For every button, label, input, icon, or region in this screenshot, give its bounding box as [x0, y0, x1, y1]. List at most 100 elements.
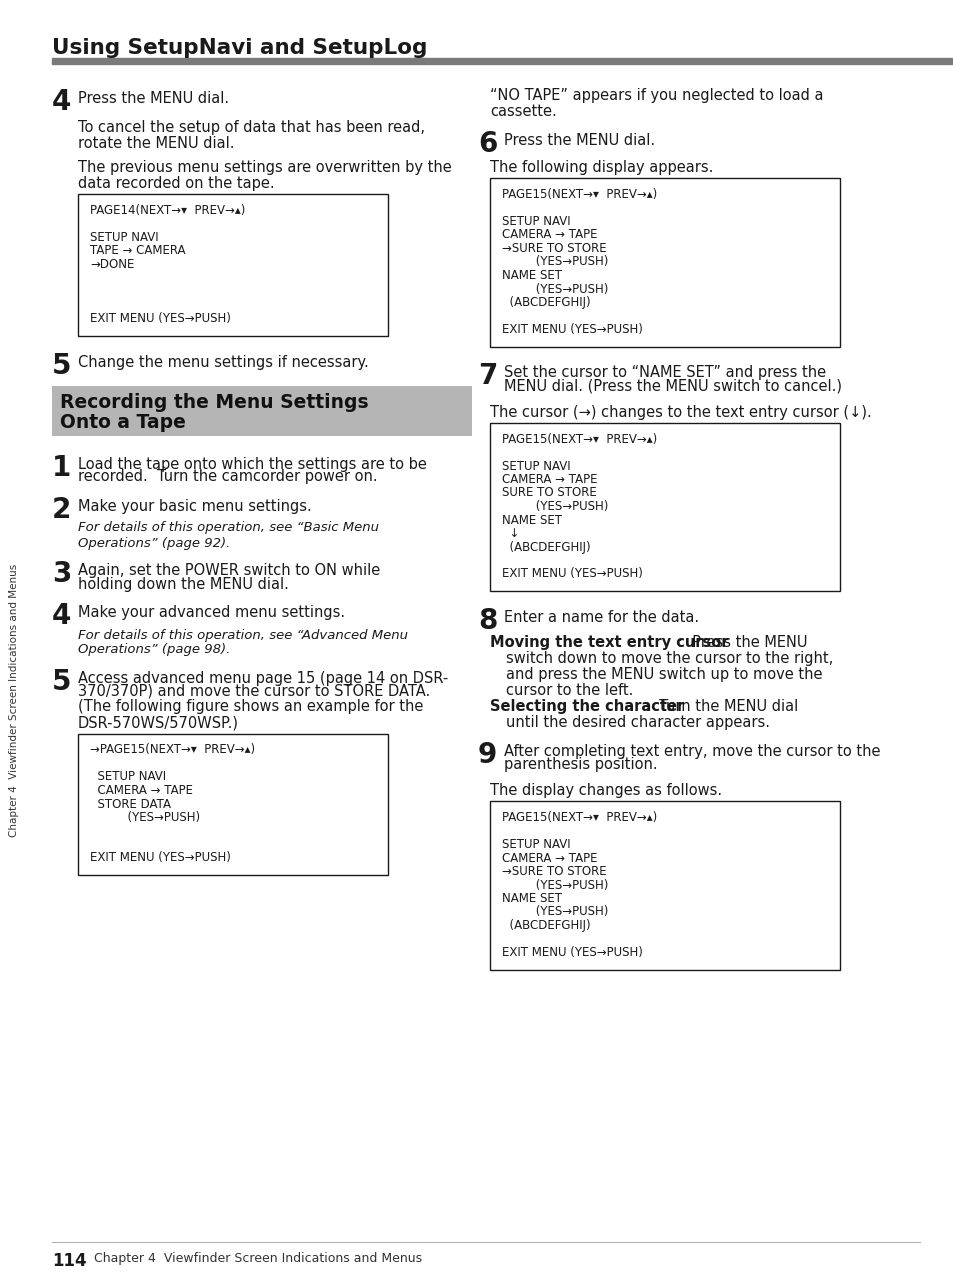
Text: SETUP NAVI: SETUP NAVI	[501, 215, 570, 228]
Text: cursor to the left.: cursor to the left.	[505, 683, 633, 698]
Text: :  Press the MENU: : Press the MENU	[678, 634, 806, 650]
Text: CAMERA → TAPE: CAMERA → TAPE	[501, 228, 597, 242]
Text: (YES→PUSH): (YES→PUSH)	[501, 499, 608, 513]
Text: parenthesis position.: parenthesis position.	[503, 757, 657, 772]
Text: 7: 7	[477, 363, 497, 391]
Text: →SURE TO STORE: →SURE TO STORE	[501, 865, 606, 878]
Text: SETUP NAVI: SETUP NAVI	[90, 231, 158, 245]
Text: 9: 9	[477, 741, 497, 769]
Text: EXIT MENU (YES→PUSH): EXIT MENU (YES→PUSH)	[501, 567, 642, 581]
Text: cassette.: cassette.	[490, 104, 557, 118]
Text: SETUP NAVI: SETUP NAVI	[501, 838, 570, 851]
Text: 3: 3	[52, 561, 71, 589]
Text: 370/370P) and move the cursor to STORE DATA.: 370/370P) and move the cursor to STORE D…	[78, 683, 430, 698]
Text: Chapter 4  Viewfinder Screen Indications and Menus: Chapter 4 Viewfinder Screen Indications …	[94, 1252, 421, 1265]
Text: Recording the Menu Settings: Recording the Menu Settings	[60, 394, 368, 413]
Text: Enter a name for the data.: Enter a name for the data.	[503, 610, 699, 626]
Text: 5: 5	[52, 668, 71, 696]
Bar	[52, 386, 472, 436]
Text: DSR-570WS/570WSP.): DSR-570WS/570WSP.)	[78, 716, 239, 730]
Text: holding down the MENU dial.: holding down the MENU dial.	[78, 577, 289, 591]
Text: PAGE15(NEXT→▾  PREV→▴): PAGE15(NEXT→▾ PREV→▴)	[501, 189, 657, 201]
Text: Make your advanced menu settings.: Make your advanced menu settings.	[78, 605, 345, 620]
Text: Change the menu settings if necessary.: Change the menu settings if necessary.	[78, 354, 369, 369]
Text: →PAGE15(NEXT→▾  PREV→▴): →PAGE15(NEXT→▾ PREV→▴)	[90, 744, 254, 757]
Text: Access advanced menu page 15 (page 14 on DSR-: Access advanced menu page 15 (page 14 on…	[78, 670, 448, 685]
Text: SURE TO STORE: SURE TO STORE	[501, 487, 597, 499]
Text: 1: 1	[52, 454, 71, 482]
Text: Again, set the POWER switch to ON while: Again, set the POWER switch to ON while	[78, 563, 380, 578]
Text: 2: 2	[52, 496, 71, 524]
Text: (ABCDEFGHIJ): (ABCDEFGHIJ)	[501, 540, 590, 553]
Text: Operations” (page 92).: Operations” (page 92).	[78, 536, 230, 549]
Text: 4: 4	[52, 603, 71, 631]
Bar	[490, 178, 840, 347]
Text: →SURE TO STORE: →SURE TO STORE	[501, 242, 606, 255]
Text: (The following figure shows an example for the: (The following figure shows an example f…	[78, 699, 423, 715]
Text: Press the MENU dial.: Press the MENU dial.	[78, 90, 229, 106]
Text: CAMERA → TAPE: CAMERA → TAPE	[501, 851, 597, 865]
Text: The following display appears.: The following display appears.	[490, 161, 713, 175]
Bar	[490, 423, 840, 591]
Text: CAMERA → TAPE: CAMERA → TAPE	[501, 473, 597, 485]
Text: (YES→PUSH): (YES→PUSH)	[501, 256, 608, 269]
Text: (ABCDEFGHIJ): (ABCDEFGHIJ)	[501, 296, 590, 310]
Text: 4: 4	[52, 88, 71, 116]
Text: Using SetupNavi and SetupLog: Using SetupNavi and SetupLog	[52, 38, 427, 59]
Text: After completing text entry, move the cursor to the: After completing text entry, move the cu…	[503, 744, 880, 759]
Text: EXIT MENU (YES→PUSH): EXIT MENU (YES→PUSH)	[90, 851, 231, 865]
Text: “NO TAPE” appears if you neglected to load a: “NO TAPE” appears if you neglected to lo…	[490, 88, 822, 103]
Bar	[78, 194, 388, 335]
Text: NAME SET: NAME SET	[501, 892, 561, 905]
Text: Onto a Tape: Onto a Tape	[60, 414, 186, 432]
Text: EXIT MENU (YES→PUSH): EXIT MENU (YES→PUSH)	[501, 324, 642, 336]
Text: Selecting the character: Selecting the character	[490, 699, 683, 713]
Text: rotate the MENU dial.: rotate the MENU dial.	[78, 136, 234, 152]
Text: 6: 6	[477, 130, 497, 158]
Text: STORE DATA: STORE DATA	[90, 798, 171, 810]
Text: The previous menu settings are overwritten by the: The previous menu settings are overwritt…	[78, 161, 452, 175]
Text: Load the tape onto which the settings are to be: Load the tape onto which the settings ar…	[78, 456, 426, 471]
Text: →DONE: →DONE	[90, 259, 134, 271]
Bar	[78, 734, 388, 875]
Text: data recorded on the tape.: data recorded on the tape.	[78, 176, 274, 191]
Text: For details of this operation, see “Basic Menu: For details of this operation, see “Basi…	[78, 521, 378, 535]
Text: Chapter 4  Viewfinder Screen Indications and Menus: Chapter 4 Viewfinder Screen Indications …	[9, 563, 19, 837]
Text: Set the cursor to “NAME SET” and press the: Set the cursor to “NAME SET” and press t…	[503, 366, 825, 381]
Text: (YES→PUSH): (YES→PUSH)	[90, 812, 200, 824]
Text: (YES→PUSH): (YES→PUSH)	[501, 283, 608, 296]
Text: :  Turn the MENU dial: : Turn the MENU dial	[644, 699, 798, 713]
Text: SETUP NAVI: SETUP NAVI	[501, 460, 570, 473]
Text: EXIT MENU (YES→PUSH): EXIT MENU (YES→PUSH)	[90, 312, 231, 325]
Text: PAGE15(NEXT→▾  PREV→▴): PAGE15(NEXT→▾ PREV→▴)	[501, 812, 657, 824]
Text: 5: 5	[52, 352, 71, 380]
Text: Press the MENU dial.: Press the MENU dial.	[503, 132, 655, 148]
Text: The cursor (→) changes to the text entry cursor (↓).: The cursor (→) changes to the text entry…	[490, 405, 871, 419]
Text: NAME SET: NAME SET	[501, 269, 561, 282]
Text: Moving the text entry cursor: Moving the text entry cursor	[490, 634, 728, 650]
Text: For details of this operation, see “Advanced Menu: For details of this operation, see “Adva…	[78, 628, 408, 642]
Text: switch down to move the cursor to the right,: switch down to move the cursor to the ri…	[505, 651, 832, 666]
Text: MENU dial. (Press the MENU switch to cancel.): MENU dial. (Press the MENU switch to can…	[503, 378, 841, 394]
Text: recorded.  Turn the camcorder power on.: recorded. Turn the camcorder power on.	[78, 470, 377, 484]
Bar	[52, 59, 951, 64]
Text: NAME SET: NAME SET	[501, 513, 561, 526]
Text: PAGE15(NEXT→▾  PREV→▴): PAGE15(NEXT→▾ PREV→▴)	[501, 432, 657, 446]
Text: The display changes as follows.: The display changes as follows.	[490, 784, 721, 798]
Text: CAMERA → TAPE: CAMERA → TAPE	[90, 784, 193, 798]
Text: (ABCDEFGHIJ): (ABCDEFGHIJ)	[501, 919, 590, 933]
Text: To cancel the setup of data that has been read,: To cancel the setup of data that has bee…	[78, 120, 424, 135]
Text: SETUP NAVI: SETUP NAVI	[90, 771, 166, 784]
Text: ↓: ↓	[501, 527, 518, 540]
Text: 114: 114	[52, 1252, 87, 1270]
Bar	[490, 801, 840, 970]
Text: Make your basic menu settings.: Make your basic menu settings.	[78, 498, 312, 513]
Text: until the desired character appears.: until the desired character appears.	[505, 715, 769, 730]
Text: and press the MENU switch up to move the: and press the MENU switch up to move the	[505, 668, 821, 682]
Text: 8: 8	[477, 606, 497, 634]
Text: TAPE → CAMERA: TAPE → CAMERA	[90, 245, 185, 257]
Text: PAGE14(NEXT→▾  PREV→▴): PAGE14(NEXT→▾ PREV→▴)	[90, 204, 245, 217]
Text: (YES→PUSH): (YES→PUSH)	[501, 906, 608, 919]
Text: (YES→PUSH): (YES→PUSH)	[501, 879, 608, 892]
Text: Operations” (page 98).: Operations” (page 98).	[78, 643, 230, 656]
